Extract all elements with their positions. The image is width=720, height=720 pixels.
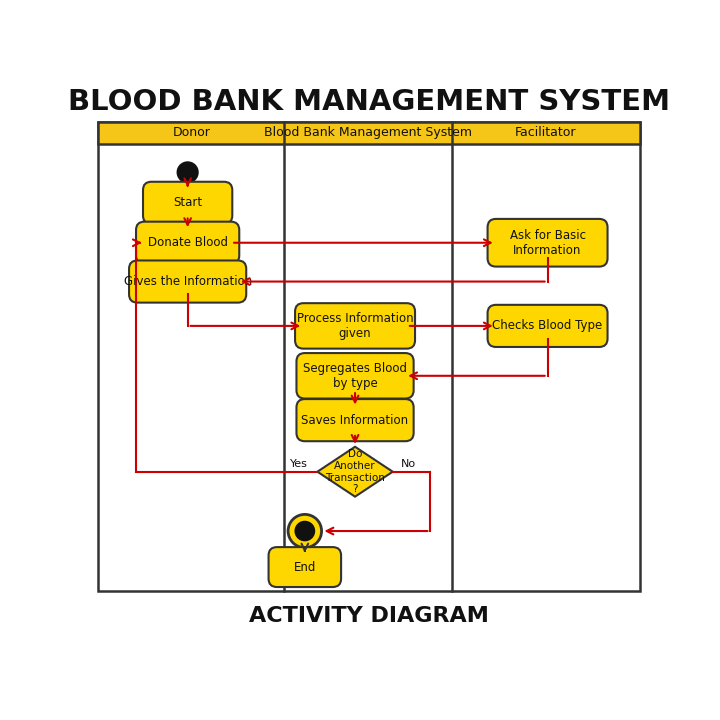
Circle shape: [178, 162, 198, 182]
Text: Start: Start: [173, 197, 202, 210]
FancyBboxPatch shape: [143, 181, 233, 224]
FancyBboxPatch shape: [99, 122, 639, 143]
FancyBboxPatch shape: [295, 303, 415, 348]
Text: Gives the Information: Gives the Information: [124, 275, 252, 288]
Text: Process Information
given: Process Information given: [297, 312, 413, 340]
FancyBboxPatch shape: [129, 261, 246, 302]
Text: Donate Blood: Donate Blood: [148, 236, 228, 249]
Text: BLOOD BANK MANAGEMENT SYSTEM: BLOOD BANK MANAGEMENT SYSTEM: [68, 88, 670, 116]
Text: Donor: Donor: [172, 127, 210, 140]
Text: Checks Blood Type: Checks Blood Type: [492, 320, 603, 333]
Circle shape: [288, 514, 322, 548]
FancyBboxPatch shape: [487, 219, 608, 266]
Text: Yes: Yes: [289, 459, 307, 469]
FancyBboxPatch shape: [487, 305, 608, 347]
Text: Segregates Blood
by type: Segregates Blood by type: [303, 361, 407, 390]
Text: No: No: [401, 459, 416, 469]
FancyBboxPatch shape: [136, 222, 239, 264]
FancyBboxPatch shape: [99, 122, 639, 591]
FancyBboxPatch shape: [297, 353, 413, 399]
FancyBboxPatch shape: [269, 547, 341, 587]
Text: Ask for Basic
Information: Ask for Basic Information: [510, 229, 585, 257]
Text: Facilitator: Facilitator: [515, 127, 576, 140]
Text: ACTIVITY DIAGRAM: ACTIVITY DIAGRAM: [249, 606, 489, 626]
Text: Saves Information: Saves Information: [302, 414, 409, 427]
FancyBboxPatch shape: [297, 399, 413, 441]
Polygon shape: [318, 446, 392, 497]
Circle shape: [294, 521, 315, 541]
Text: End: End: [294, 561, 316, 574]
Text: Blood Bank Management System: Blood Bank Management System: [264, 127, 472, 140]
Text: Do
Another
Transaction
?: Do Another Transaction ?: [325, 449, 385, 494]
